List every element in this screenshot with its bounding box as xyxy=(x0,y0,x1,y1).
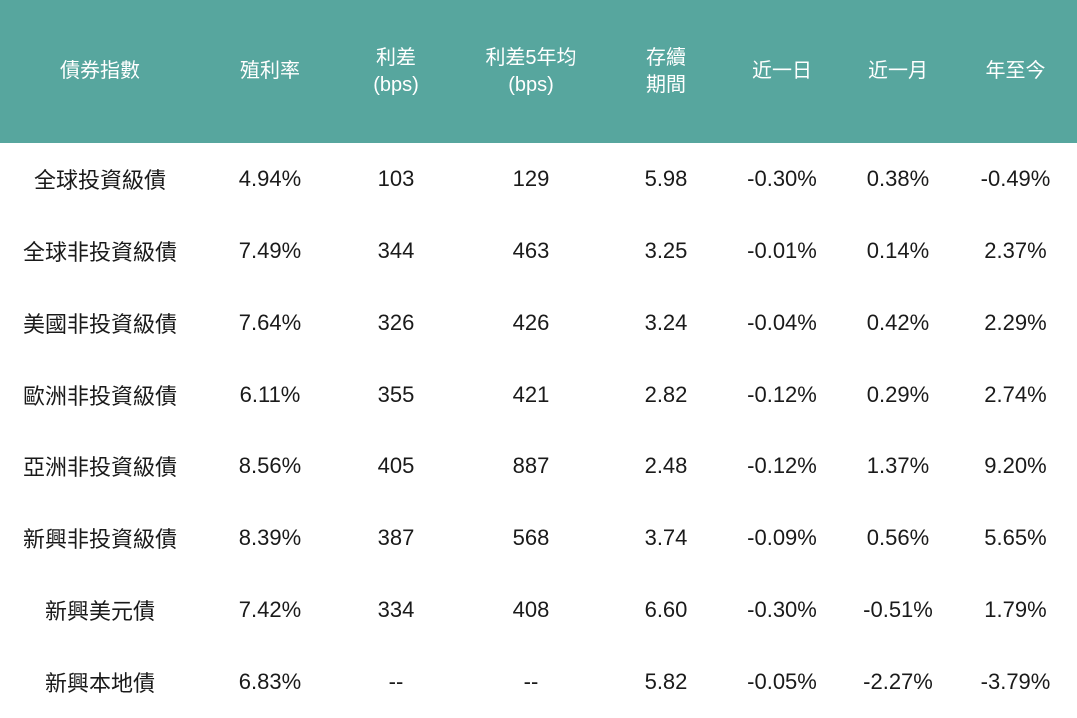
column-header-yield: 殖利率 xyxy=(200,0,340,143)
column-header-label: 近一月 xyxy=(868,60,928,82)
cell-duration: 3.74 xyxy=(644,525,688,551)
cell-yield: 7.64% xyxy=(238,309,302,335)
cell-past_1d: -0.01% xyxy=(747,237,817,263)
column-header-label: 期間 xyxy=(646,73,686,96)
cell-past_1m: 0.29% xyxy=(866,381,930,407)
table-row: 新興本地債 6.83% -- -- 5.82 -0.05% -2.27% -3.79% xyxy=(0,646,1077,718)
cell-spread_5y_avg_bps: 568 xyxy=(512,525,550,551)
cell-ytd: -0.49% xyxy=(980,165,1051,191)
cell-duration: 2.48 xyxy=(644,453,688,479)
column-header-label: 年至今 xyxy=(985,60,1046,82)
column-header-duration: 存續 期間 xyxy=(610,0,722,143)
table-row: 歐洲非投資級債 6.11% 355 421 2.82 -0.12% 0.29% 2.74% xyxy=(0,359,1077,431)
column-header-spread_bps: 利差 (bps) xyxy=(340,0,452,143)
column-header-label: (bps) xyxy=(373,73,419,96)
cell-duration: 6.60 xyxy=(644,597,688,623)
cell-past_1d: -0.12% xyxy=(747,453,817,479)
table-row: 全球非投資級債 7.49% 344 463 3.25 -0.01% 0.14% 2.37% xyxy=(0,215,1077,287)
cell-yield: 7.49% xyxy=(238,237,302,263)
cell-past_1d: -0.30% xyxy=(747,165,817,191)
cell-ytd: 9.20% xyxy=(984,453,1047,479)
column-header-label: 殖利率 xyxy=(240,60,300,82)
column-header-past_1m: 近一月 xyxy=(842,0,954,143)
cell-spread_5y_avg_bps: 887 xyxy=(512,453,550,479)
cell-duration: 3.25 xyxy=(644,237,688,263)
cell-past_1d: -0.12% xyxy=(747,381,817,407)
table-row: 新興美元債 7.42% 334 408 6.60 -0.30% -0.51% 1.79% xyxy=(0,574,1077,646)
cell-index: 全球非投資級債 xyxy=(22,239,177,265)
column-header-label: 近一日 xyxy=(752,60,812,82)
cell-spread_5y_avg_bps: 463 xyxy=(512,237,550,263)
cell-spread_bps: 355 xyxy=(377,381,415,407)
cell-spread_bps: 405 xyxy=(377,453,415,479)
cell-spread_bps: 344 xyxy=(377,237,415,263)
cell-ytd: 1.79% xyxy=(984,597,1047,623)
column-header-past_1d: 近一日 xyxy=(722,0,842,143)
cell-spread_bps: 326 xyxy=(377,309,415,335)
header-row: 債券指數 殖利率 利差 (bps) 利差5年均 (bps) 存續期間 近一日 近一月 年至今 xyxy=(0,0,1077,143)
column-header-label: (bps) xyxy=(508,73,554,96)
cell-past_1m: 0.42% xyxy=(866,309,930,335)
cell-spread_5y_avg_bps: 426 xyxy=(512,309,550,335)
cell-ytd: 2.37% xyxy=(984,237,1047,263)
cell-index: 新興非投資級債 xyxy=(22,527,177,553)
cell-spread_bps: 387 xyxy=(377,525,415,551)
cell-spread_5y_avg_bps: 129 xyxy=(512,165,550,191)
cell-ytd: -3.79% xyxy=(980,669,1051,695)
cell-past_1d: -0.09% xyxy=(747,525,817,551)
cell-yield: 6.83% xyxy=(238,669,302,695)
column-header-label: 存續 xyxy=(646,46,686,69)
cell-yield: 4.94% xyxy=(238,165,302,191)
cell-index: 新興美元債 xyxy=(44,599,155,625)
table-body: 全球投資級債 4.94% 103 129 5.98 -0.30% 0.38% -0.49% 全球… xyxy=(0,143,1077,718)
cell-ytd: 2.74% xyxy=(984,381,1047,407)
column-header-spread_5y_avg_bps: 利差5年均 (bps) xyxy=(452,0,610,143)
cell-duration: 5.82 xyxy=(644,669,688,695)
cell-past_1m: 1.37% xyxy=(866,453,930,479)
column-header-label: 利差 xyxy=(376,46,416,69)
column-header-label: 利差5年均 xyxy=(485,46,577,69)
cell-spread_bps: 334 xyxy=(377,597,415,623)
table-row: 全球投資級債 4.94% 103 129 5.98 -0.30% 0.38% -0.49% xyxy=(0,143,1077,215)
cell-spread_bps: 103 xyxy=(377,165,415,191)
cell-index: 新興本地債 xyxy=(44,671,155,697)
cell-ytd: 5.65% xyxy=(984,525,1047,551)
cell-past_1d: -0.04% xyxy=(747,309,817,335)
table-row: 亞洲非投資級債 8.56% 405 887 2.48 -0.12% 1.37% 9.20% xyxy=(0,431,1077,503)
cell-spread_5y_avg_bps: 408 xyxy=(512,597,550,623)
cell-yield: 7.42% xyxy=(238,597,302,623)
column-header-label: 債券指數 xyxy=(60,60,140,82)
column-header-ytd: 年至今 xyxy=(954,0,1077,143)
table-row: 新興非投資級債 8.39% 387 568 3.74 -0.09% 0.56% 5.65% xyxy=(0,502,1077,574)
cell-past_1d: -0.05% xyxy=(747,669,817,695)
cell-past_1m: -2.27% xyxy=(863,669,933,695)
cell-index: 亞洲非投資級債 xyxy=(22,455,177,481)
cell-ytd: 2.29% xyxy=(984,309,1047,335)
cell-past_1d: -0.30% xyxy=(747,597,817,623)
cell-spread_5y_avg_bps: 421 xyxy=(512,381,550,407)
cell-index: 美國非投資級債 xyxy=(22,311,177,337)
cell-index: 全球投資級債 xyxy=(33,167,166,193)
table-header: 債券指數 殖利率 利差 (bps) 利差5年均 (bps) 存續期間 近一日 近一月 年至今 xyxy=(0,0,1077,143)
column-header-index: 債券指數 xyxy=(0,0,200,143)
cell-past_1m: -0.51% xyxy=(863,597,933,623)
cell-yield: 8.56% xyxy=(238,453,302,479)
table-row: 美國非投資級債 7.64% 326 426 3.24 -0.04% 0.42% 2.29% xyxy=(0,287,1077,359)
cell-duration: 2.82 xyxy=(644,381,688,407)
cell-past_1m: 0.38% xyxy=(866,165,930,191)
cell-spread_5y_avg_bps: -- xyxy=(523,669,539,695)
cell-index: 歐洲非投資級債 xyxy=(22,383,177,409)
cell-past_1m: 0.14% xyxy=(866,237,930,263)
cell-yield: 6.11% xyxy=(239,381,301,407)
cell-past_1m: 0.56% xyxy=(866,525,930,551)
cell-spread_bps: -- xyxy=(388,669,404,695)
cell-yield: 8.39% xyxy=(238,525,302,551)
cell-duration: 5.98 xyxy=(644,165,688,191)
cell-duration: 3.24 xyxy=(644,309,688,335)
